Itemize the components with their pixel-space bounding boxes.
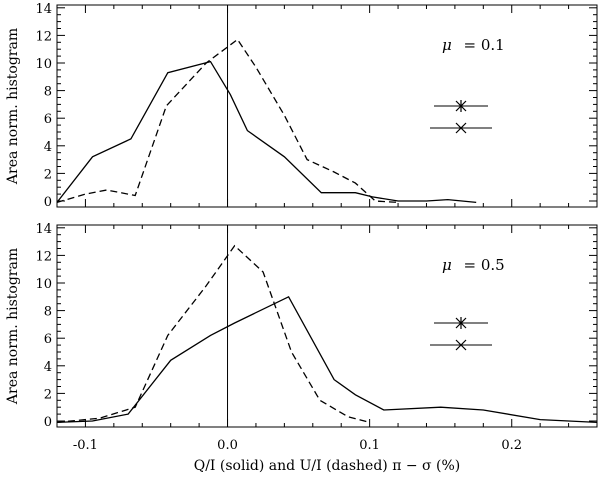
- panel-top-series: [56, 38, 477, 204]
- y-tick-label: 8: [44, 85, 52, 100]
- panel-bottom-x-tick-labels: -0.1 0.0 0.1 0.2: [73, 438, 522, 453]
- y-tick-label: 10: [35, 277, 52, 292]
- y-tick-label: 0: [44, 415, 52, 430]
- panel-top-ticks: [56, 5, 598, 207]
- ylabel-bottom: Area norm. histogram: [5, 248, 21, 405]
- panel-bottom-frame: [56, 224, 598, 428]
- y-tick-label: 10: [35, 57, 52, 72]
- panel-top: 0 2 4 6 8 10 12 14 Area norm. histogram μ = 0.1: [5, 2, 598, 210]
- y-tick-label: 4: [44, 360, 52, 375]
- series-line-solid: [56, 295, 598, 424]
- panel-bottom-y-tick-labels: 0 2 4 6 8 10 12 14: [35, 222, 52, 430]
- panel-top-legend-markers: [430, 100, 492, 134]
- x-tick-label: 0.1: [359, 438, 380, 453]
- y-tick-label: 8: [44, 305, 52, 320]
- panel-top-y-tick-labels: 0 2 4 6 8 10 12 14: [35, 2, 52, 210]
- panel-top-frame: [56, 4, 598, 208]
- y-tick-label: 0: [44, 195, 52, 210]
- x-tick-label: 0.2: [501, 438, 522, 453]
- y-tick-label: 4: [44, 140, 52, 155]
- xlabel: Q/I (solid) and U/I (dashed) π − σ (%): [194, 458, 461, 474]
- y-tick-label: 6: [44, 332, 52, 347]
- y-tick-label: 12: [35, 29, 52, 44]
- y-tick-label: 14: [35, 2, 52, 17]
- y-tick-label: 6: [44, 112, 52, 127]
- panel-bottom-series: [56, 244, 598, 424]
- series-line-solid: [56, 60, 477, 204]
- series-line-dashed: [56, 244, 370, 424]
- mu-label-bottom: μ = 0.5: [442, 256, 505, 274]
- y-tick-label: 2: [44, 387, 52, 402]
- cross-marker: [455, 122, 467, 134]
- y-tick-label: 2: [44, 167, 52, 182]
- panel-bottom: 0 2 4 6 8 10 12 14 -0.1 0.0 0.1 0.2 Area norm. his…: [5, 222, 598, 474]
- panel-bottom-legend-markers: [430, 317, 492, 351]
- x-tick-label: -0.1: [73, 438, 98, 453]
- series-line-dashed: [56, 38, 399, 204]
- cross-marker: [455, 339, 467, 351]
- panel-bottom-ticks: [56, 225, 598, 427]
- ylabel-top: Area norm. histogram: [5, 28, 21, 185]
- x-tick-label: 0.0: [217, 438, 238, 453]
- y-tick-label: 12: [35, 249, 52, 264]
- y-tick-label: 14: [35, 222, 52, 237]
- mu-label-top: μ = 0.1: [442, 36, 505, 54]
